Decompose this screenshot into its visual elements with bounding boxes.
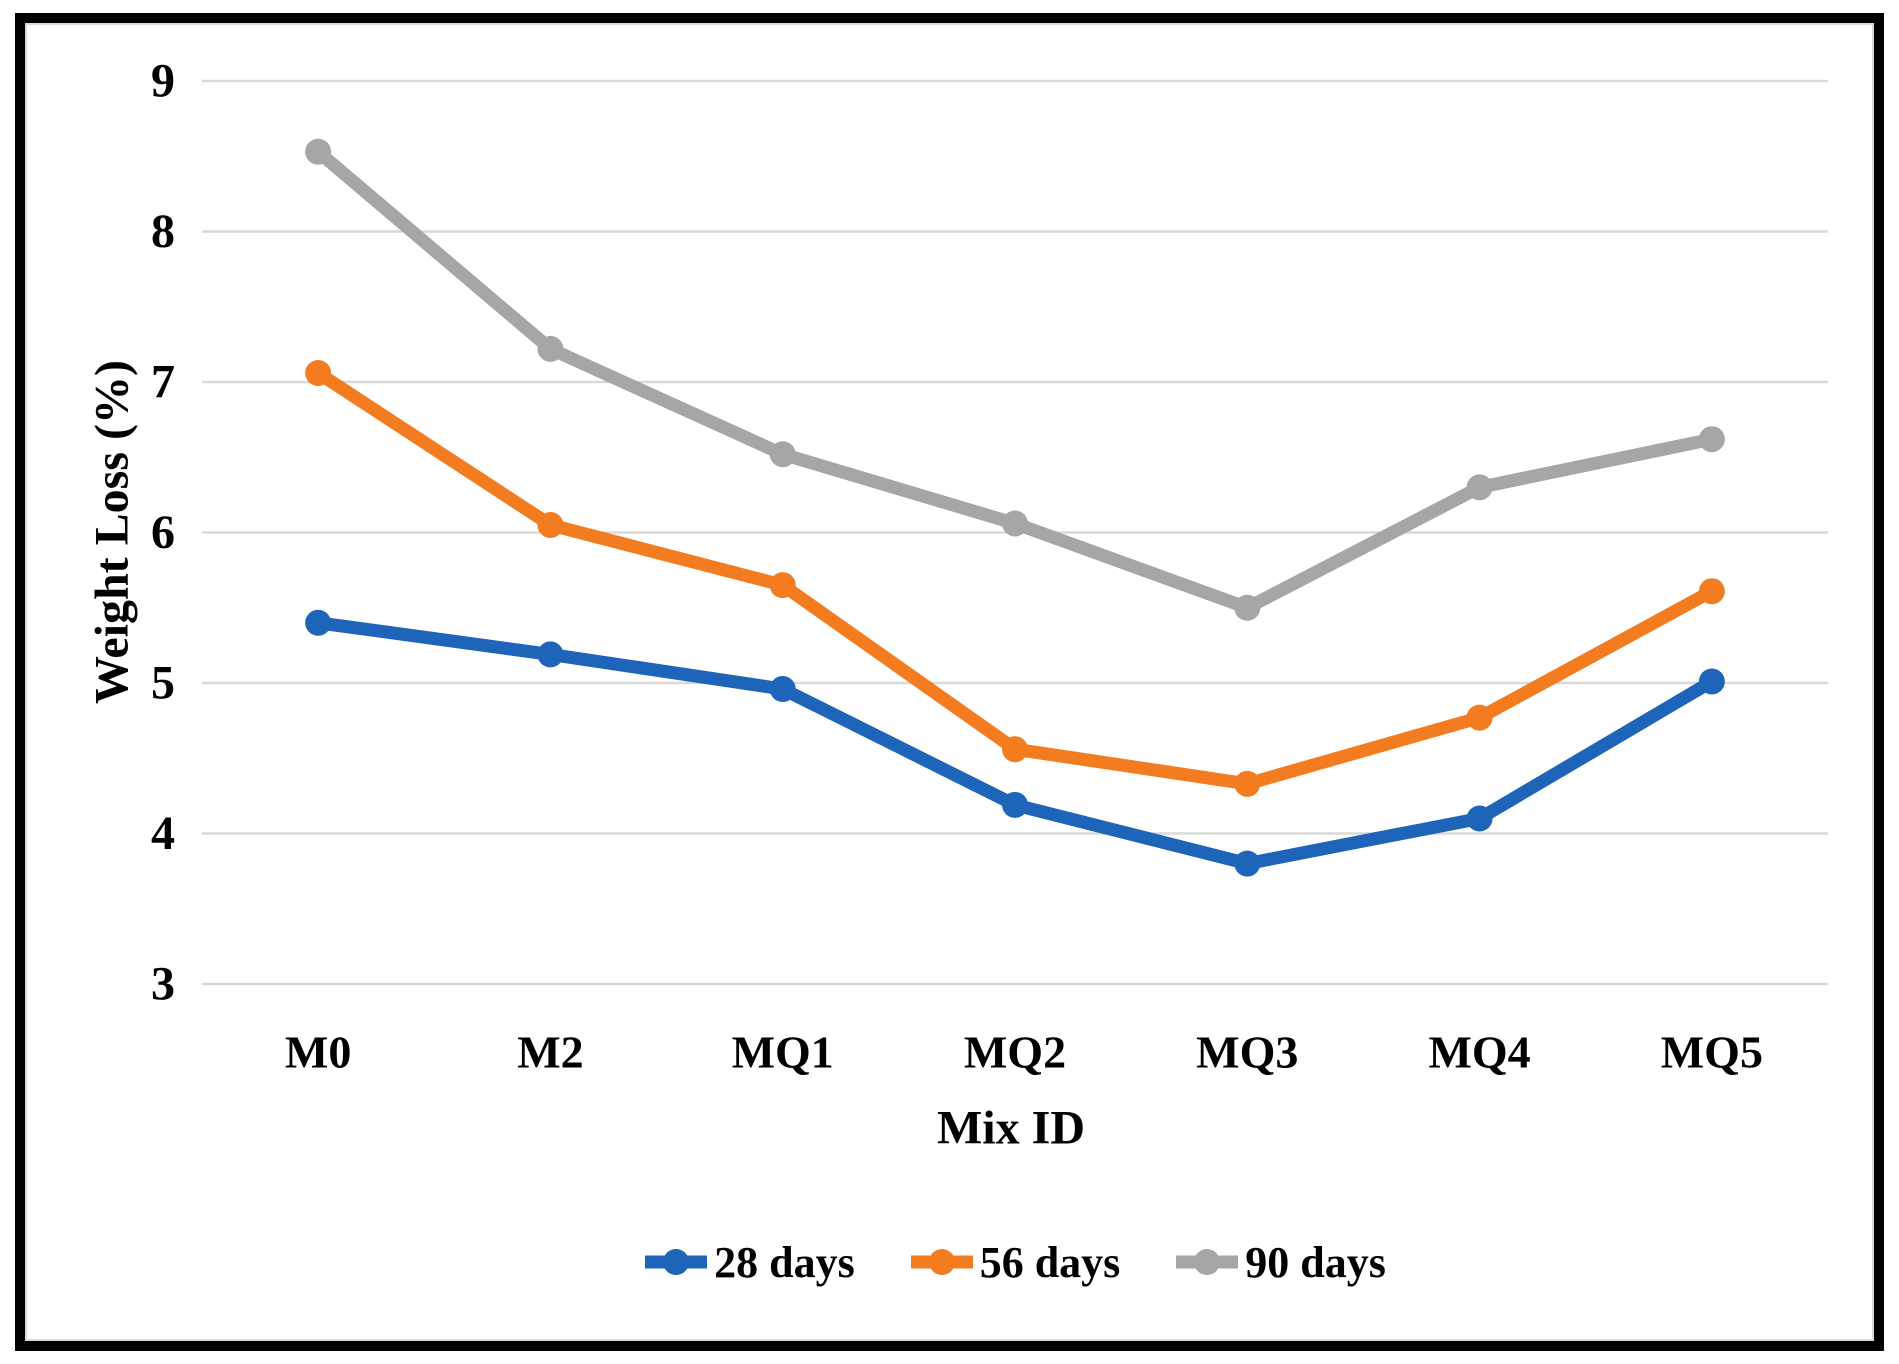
x-category-label: M2 — [517, 1027, 583, 1078]
legend-marker-dot — [1194, 1249, 1221, 1275]
series-line-90-days — [311, 145, 1719, 615]
data-point-28-days-MQ5 — [1698, 668, 1725, 695]
legend-label: 28 days — [714, 1237, 855, 1287]
data-point-56-days-MQ4 — [1466, 704, 1493, 731]
legend-marker-icon — [1176, 1249, 1239, 1275]
data-point-56-days-M0 — [305, 359, 332, 386]
legend-label: 56 days — [979, 1237, 1121, 1287]
figure-border — [15, 13, 1884, 1351]
x-category-label: MQ1 — [732, 1027, 834, 1078]
legend: 28 days 56 days 90 days — [202, 1230, 1828, 1294]
data-point-90-days-MQ5 — [1698, 426, 1725, 453]
y-axis-title: Weight Loss (%) — [86, 360, 139, 704]
data-point-28-days-MQ1 — [769, 676, 796, 703]
data-point-90-days-MQ1 — [769, 441, 796, 468]
data-point-28-days-MQ2 — [1002, 791, 1028, 818]
data-series — [305, 138, 1725, 877]
y-tick-label: 9 — [151, 55, 175, 108]
y-tick-label: 5 — [151, 657, 175, 710]
y-axis-tick-labels: 9 8 7 6 5 4 3 — [151, 55, 175, 1011]
data-point-56-days-M2 — [537, 511, 564, 538]
y-tick-label: 3 — [151, 958, 175, 1011]
data-point-90-days-M0 — [305, 138, 332, 165]
y-tick-label: 4 — [151, 807, 175, 860]
legend-marker-icon — [645, 1249, 708, 1275]
data-point-90-days-M2 — [537, 335, 564, 362]
y-tick-label: 6 — [151, 506, 175, 559]
data-point-90-days-MQ2 — [1002, 510, 1028, 537]
data-point-56-days-MQ3 — [1234, 770, 1261, 797]
y-tick-label: 8 — [151, 205, 175, 258]
data-point-90-days-MQ4 — [1466, 474, 1493, 501]
legend-item-90-days: 90 days — [1175, 1237, 1386, 1288]
chart-area-border — [25, 23, 1874, 1341]
x-category-label: MQ2 — [964, 1027, 1066, 1078]
data-point-28-days-M0 — [305, 609, 332, 636]
x-category-label: MQ3 — [1196, 1027, 1298, 1078]
legend-marker-dot — [663, 1249, 690, 1275]
x-category-label: MQ5 — [1661, 1027, 1763, 1078]
legend-item-56-days: 56 days — [910, 1237, 1121, 1288]
data-point-28-days-MQ4 — [1466, 805, 1493, 832]
data-point-28-days-MQ3 — [1234, 850, 1261, 877]
x-category-label: MQ4 — [1428, 1027, 1530, 1078]
x-axis-category-labels: M0 M2 MQ1 MQ2 MQ3 MQ4 MQ5 — [285, 1027, 1763, 1078]
x-axis-title: Mix ID — [937, 1102, 1085, 1155]
data-point-56-days-MQ1 — [769, 572, 796, 599]
data-point-90-days-MQ3 — [1234, 594, 1261, 621]
data-point-56-days-MQ5 — [1698, 578, 1725, 605]
data-point-56-days-MQ2 — [1002, 736, 1028, 763]
data-point-28-days-M2 — [537, 641, 564, 668]
series-line-56-days — [311, 366, 1719, 791]
legend-label: 90 days — [1245, 1237, 1386, 1287]
legend-marker-icon — [910, 1249, 973, 1275]
legend-item-28-days: 28 days — [644, 1237, 855, 1288]
legend-marker-dot — [928, 1249, 955, 1275]
x-category-label: M0 — [285, 1027, 351, 1078]
y-tick-label: 7 — [151, 356, 175, 409]
